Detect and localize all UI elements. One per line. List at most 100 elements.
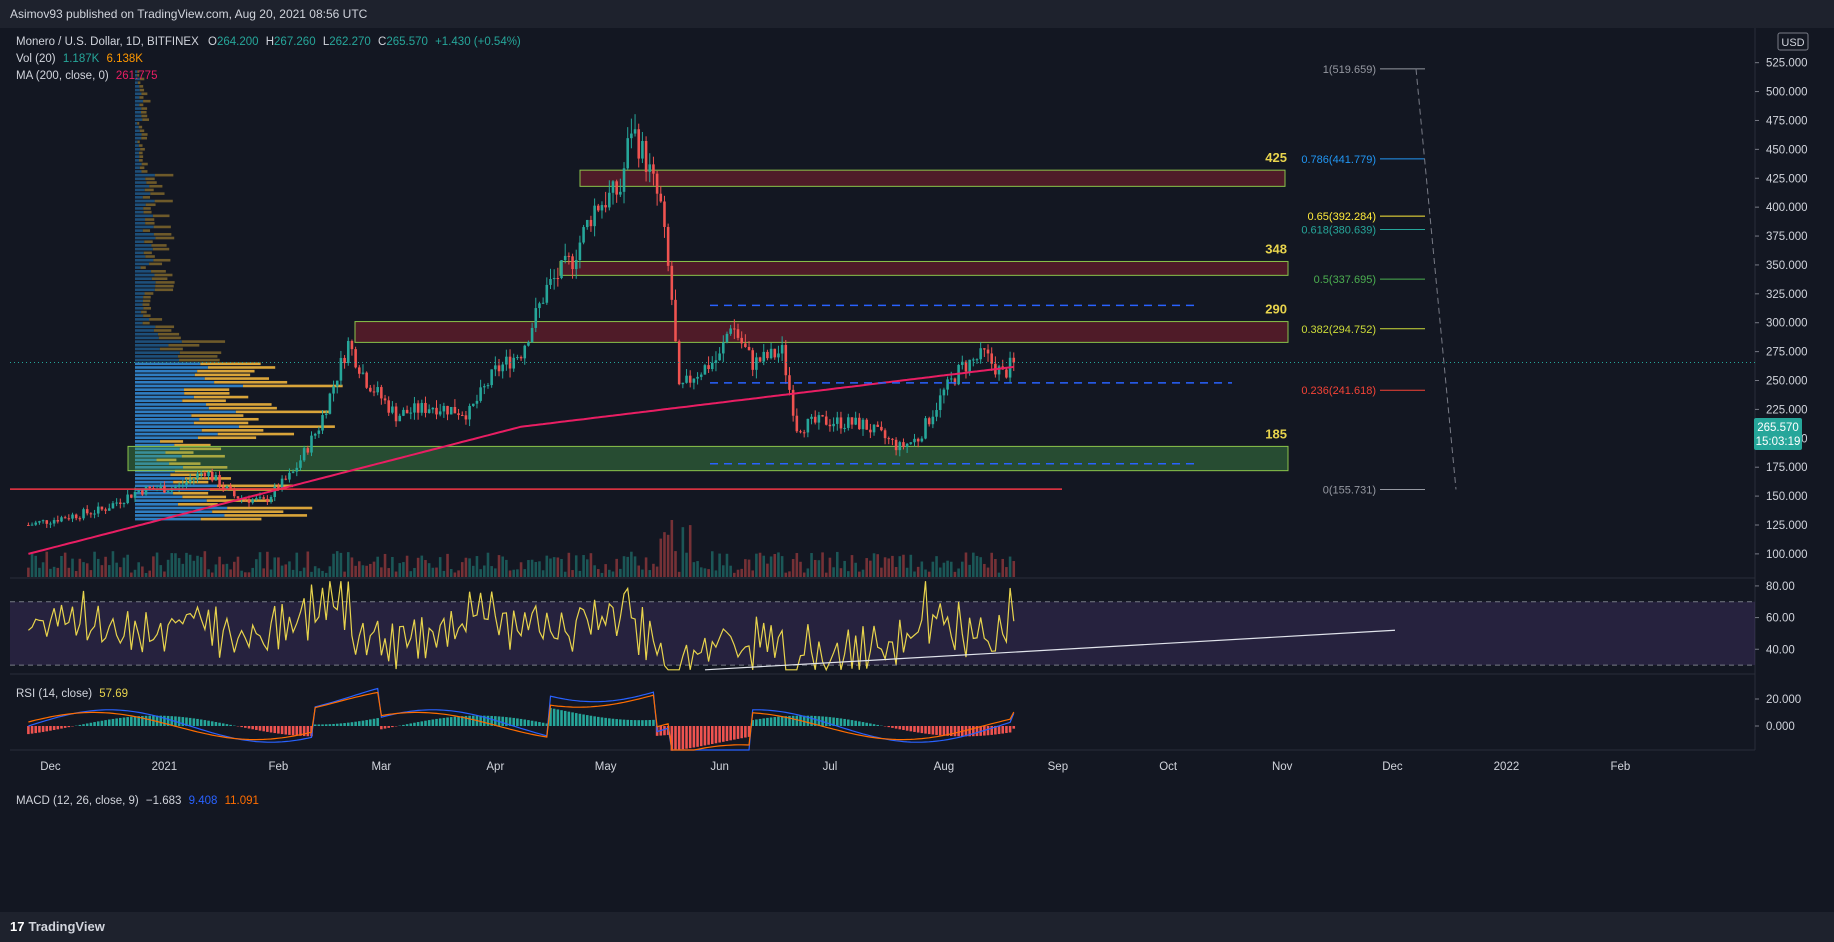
volume-bar bbox=[262, 568, 265, 577]
volume-profile-bar bbox=[142, 196, 151, 199]
macd-histogram-bar bbox=[89, 722, 93, 726]
price-tick-label: 275.000 bbox=[1766, 347, 1808, 359]
macd-histogram-bar bbox=[791, 715, 795, 726]
candle-body bbox=[82, 509, 85, 519]
macd-histogram-bar bbox=[240, 726, 243, 728]
candle-body bbox=[100, 506, 104, 510]
volume-profile-bar bbox=[135, 414, 192, 417]
candle-body bbox=[460, 415, 464, 417]
volume-bar bbox=[115, 562, 118, 577]
tradingview-logo[interactable]: 17 TradingView bbox=[10, 919, 105, 934]
macd-histogram-bar bbox=[409, 723, 413, 726]
volume-bar bbox=[854, 562, 857, 577]
macd-histogram-bar bbox=[747, 726, 751, 737]
candle-body bbox=[810, 416, 813, 419]
macd-histogram-bar bbox=[806, 715, 810, 726]
volume-profile-bar bbox=[138, 151, 143, 155]
volume-profile-bar bbox=[143, 306, 152, 310]
price-tick-label: 425.000 bbox=[1766, 173, 1808, 185]
time-tick-label: Dec bbox=[40, 761, 61, 773]
candle-body bbox=[718, 353, 721, 361]
candle-body bbox=[38, 521, 41, 523]
macd-histogram-bar bbox=[968, 726, 971, 737]
volume-profile-bar bbox=[135, 184, 150, 188]
candle-body bbox=[641, 141, 644, 159]
volume-bar bbox=[622, 556, 626, 577]
volume-bar bbox=[828, 557, 832, 577]
volume-profile-bar bbox=[201, 429, 264, 432]
candle-body bbox=[262, 497, 265, 499]
volume-bar bbox=[652, 563, 655, 577]
macd-histogram-bar bbox=[416, 722, 420, 726]
candle-body bbox=[600, 205, 604, 211]
volume-profile-bar bbox=[193, 395, 249, 399]
macd-histogram-bar bbox=[545, 723, 549, 726]
volume-profile-bar bbox=[135, 380, 215, 384]
volume-bar bbox=[442, 570, 446, 577]
volume-profile-bar bbox=[135, 122, 138, 125]
candle-body bbox=[869, 429, 872, 433]
volume-bar bbox=[935, 556, 938, 577]
candle-body bbox=[519, 357, 523, 359]
candle-body bbox=[107, 508, 111, 511]
candle-body bbox=[295, 467, 299, 472]
macd-histogram-bar bbox=[424, 720, 427, 726]
svg-text:MA (200, close, 0) 261.7: MA (200, close, 0) 261.775 bbox=[16, 70, 157, 82]
volume-bar bbox=[611, 571, 615, 577]
volume-bar bbox=[552, 557, 556, 577]
zone-label-185: 185 bbox=[1265, 426, 1287, 441]
volume-bar bbox=[861, 569, 865, 577]
volume-bar bbox=[324, 572, 328, 577]
volume-profile-bar bbox=[181, 340, 226, 343]
resistance-zones: 425 348 290 185 bbox=[127, 150, 1289, 472]
volume-profile-bar bbox=[206, 403, 272, 406]
macd-histogram-bar bbox=[449, 717, 453, 726]
volume-profile-bar bbox=[135, 347, 160, 351]
candle-body bbox=[159, 486, 163, 490]
volume-profile-bar bbox=[154, 288, 174, 292]
volume-profile-bar bbox=[149, 184, 163, 188]
volume-profile-bar bbox=[135, 484, 218, 488]
macd-histogram-bar bbox=[685, 726, 688, 749]
overlays bbox=[10, 304, 1755, 555]
volume-bar bbox=[229, 569, 232, 577]
volume-bar bbox=[468, 558, 471, 577]
candle-body bbox=[111, 503, 115, 509]
candle-body bbox=[791, 389, 795, 416]
candle-body bbox=[733, 328, 736, 330]
currency-button[interactable]: USD bbox=[1777, 32, 1809, 51]
candle-body bbox=[685, 375, 688, 383]
candle-body bbox=[538, 303, 541, 309]
volume-profile-bar bbox=[135, 440, 161, 443]
volume-bar bbox=[104, 556, 107, 577]
volume-bar bbox=[898, 556, 902, 577]
volume-bar bbox=[986, 567, 990, 577]
volume-bar bbox=[964, 552, 968, 577]
volume-profile-bar bbox=[143, 207, 151, 210]
macd-histogram-bar bbox=[538, 722, 541, 726]
candle-body bbox=[541, 302, 545, 304]
volume-bar bbox=[152, 556, 155, 577]
volume-profile-bar bbox=[217, 484, 293, 488]
macd-histogram-bar bbox=[247, 726, 251, 729]
chart-canvas[interactable]: 425 348 290 185 1(519.659) 0.786(441.779) 0.6… bbox=[0, 28, 1834, 912]
candle-body bbox=[177, 485, 181, 487]
candle-body bbox=[961, 361, 964, 365]
volume-profile-bar bbox=[214, 380, 288, 384]
candle-body bbox=[277, 486, 280, 490]
candle-body bbox=[199, 472, 203, 474]
candle-body bbox=[747, 346, 751, 351]
candle-body bbox=[703, 365, 707, 375]
volume-profile-bar bbox=[135, 107, 142, 110]
volume-profile-bar bbox=[135, 92, 142, 96]
macd-histogram-bar bbox=[938, 726, 942, 736]
macd-histogram-bar bbox=[27, 726, 30, 735]
macd-histogram-bar bbox=[214, 722, 218, 726]
volume-bar bbox=[916, 566, 920, 577]
macd-histogram-bar bbox=[288, 726, 291, 735]
candle-body bbox=[350, 340, 354, 350]
volume-profile-bar bbox=[135, 410, 236, 414]
macd-histogram-bar bbox=[508, 717, 512, 726]
macd-histogram-bar bbox=[144, 715, 148, 726]
candle-body bbox=[817, 415, 821, 423]
